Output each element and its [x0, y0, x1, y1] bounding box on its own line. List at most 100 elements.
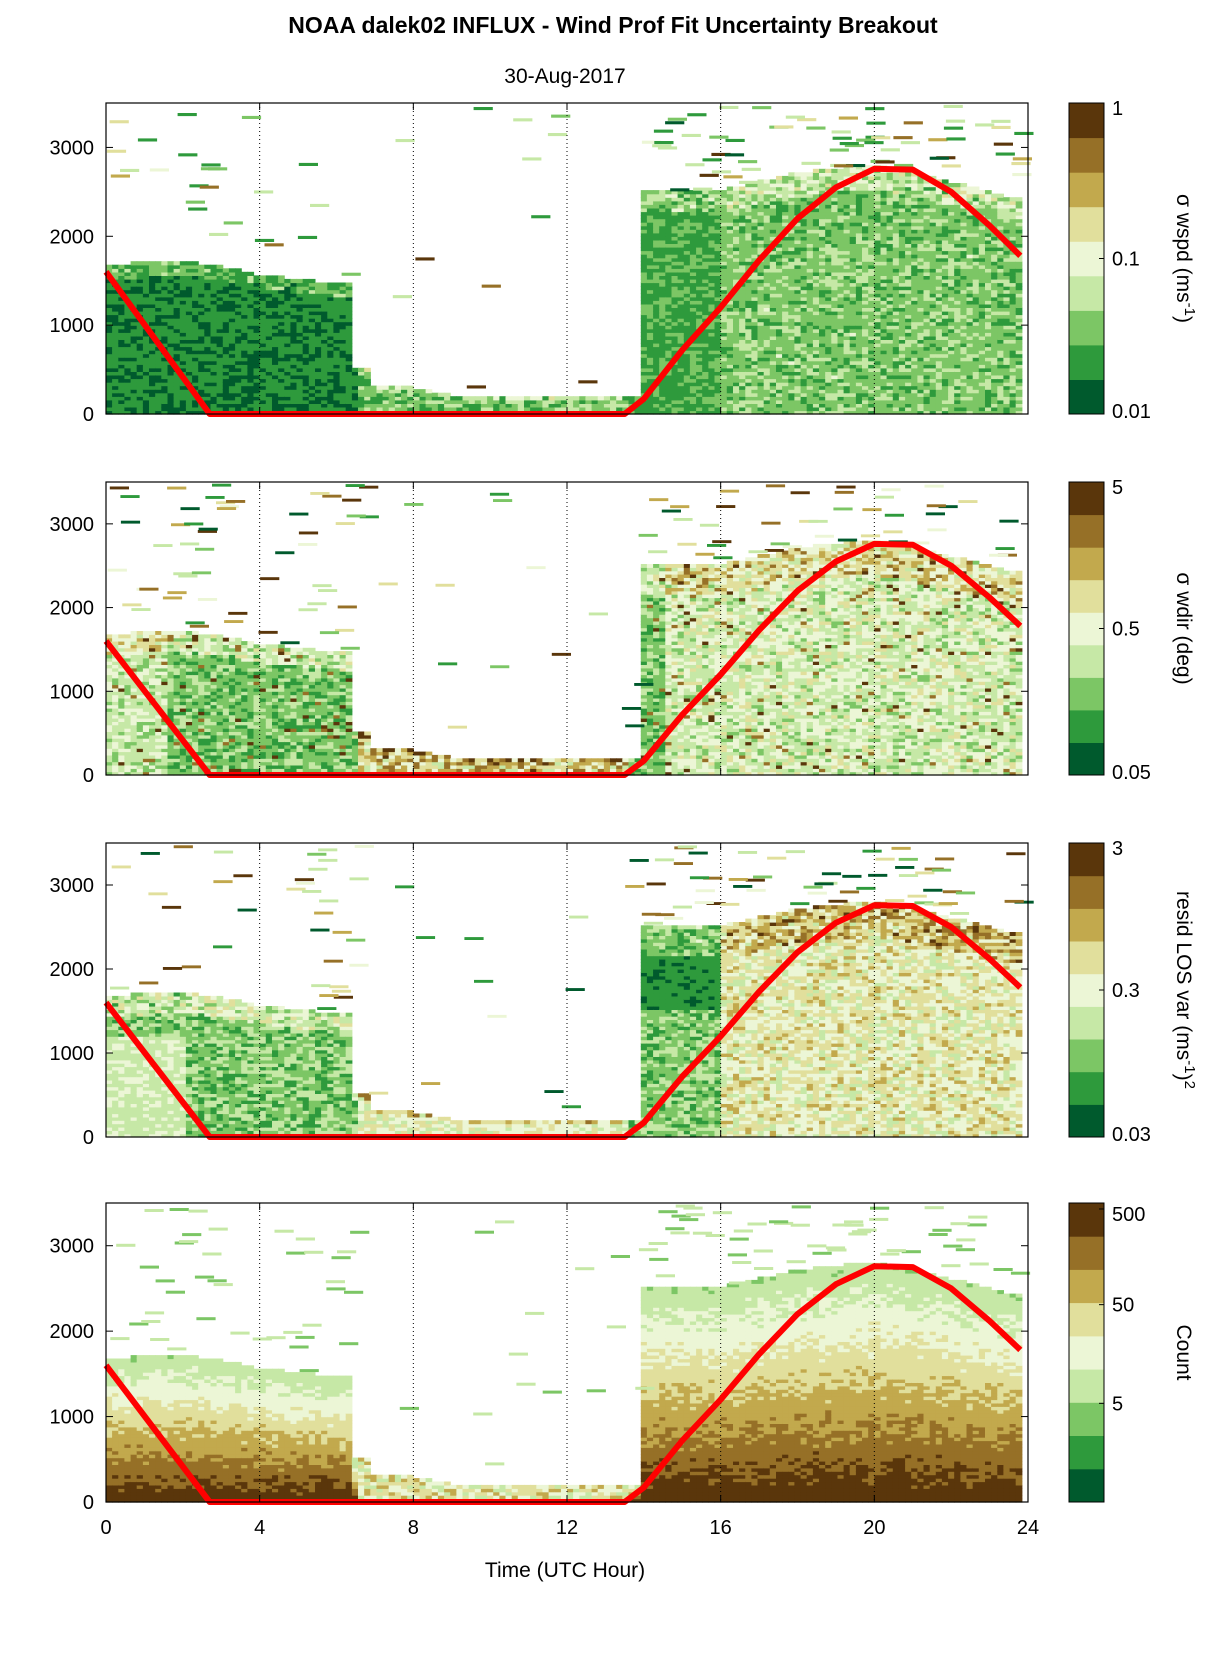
- heatmap-cell: [911, 243, 918, 248]
- heatmap-cell: [388, 403, 396, 408]
- heatmap-cell: [874, 179, 881, 184]
- heatmap-cell: [745, 310, 752, 316]
- heatmap-cell: [868, 261, 875, 266]
- heatmap-cell: [136, 261, 144, 266]
- heatmap-cell: [837, 350, 845, 355]
- heatmap-cell: [179, 364, 187, 369]
- heatmap-cell: [825, 353, 832, 358]
- heatmap-cell: [118, 392, 125, 397]
- heatmap-cell: [315, 367, 322, 372]
- heatmap-cell: [782, 275, 789, 280]
- heatmap-cell: [683, 250, 691, 255]
- heatmap-cell: [265, 328, 273, 333]
- heatmap-cell: [886, 211, 894, 216]
- heatmap-cell: [308, 392, 316, 397]
- heatmap-cell: [683, 367, 691, 372]
- heatmap-cell: [321, 353, 328, 358]
- heatmap-cell: [161, 406, 168, 412]
- heatmap-cell: [136, 342, 144, 348]
- heatmap-cell: [259, 300, 267, 305]
- heatmap-cell: [278, 335, 285, 340]
- heatmap-cell: [216, 296, 224, 301]
- heatmap-cell: [302, 282, 310, 287]
- heatmap-cell: [222, 296, 230, 301]
- heatmap-cell: [911, 282, 918, 287]
- heatmap-cell: [284, 374, 291, 380]
- heatmap-cell: [106, 310, 113, 316]
- heatmap-cell: [831, 278, 838, 284]
- heatmap-cell: [659, 314, 666, 319]
- heatmap-cell: [653, 396, 660, 401]
- heatmap-cell: [812, 215, 820, 220]
- heatmap-cell: [646, 254, 654, 259]
- heatmap-cell: [819, 360, 826, 365]
- heatmap-cell: [130, 385, 138, 390]
- heatmap-cell: [216, 346, 224, 351]
- heatmap-cell: [167, 268, 175, 273]
- heatmap-cell: [659, 321, 666, 326]
- heatmap-cell: [290, 403, 298, 408]
- heatmap-cell: [149, 310, 156, 316]
- heatmap-cell: [812, 250, 820, 255]
- heatmap-cell: [739, 314, 746, 319]
- heatmap-cell: [849, 204, 857, 209]
- heatmap-cell: [689, 264, 697, 269]
- heatmap-cell: [905, 371, 912, 376]
- heatmap-cell: [136, 353, 144, 358]
- heatmap-cell: [155, 332, 162, 337]
- heatmap-cell: [192, 310, 199, 316]
- heatmap-cell: [278, 307, 285, 312]
- heatmap-cell: [739, 186, 746, 191]
- heatmap-cell: [616, 399, 623, 404]
- heatmap-cell: [173, 271, 181, 276]
- heatmap-cell: [782, 346, 789, 351]
- heatmap-cell: [167, 332, 175, 337]
- heatmap-cell: [886, 239, 894, 244]
- heatmap-cell: [677, 254, 685, 259]
- heatmap-cell: [769, 378, 777, 383]
- heatmap-cell: [892, 392, 900, 397]
- heatmap-cell: [733, 268, 740, 273]
- heatmap-cell: [776, 207, 783, 213]
- heatmap-cell: [806, 172, 814, 177]
- heatmap-cell: [874, 399, 881, 404]
- heatmap-cell: [763, 410, 771, 415]
- heatmap-cell: [874, 232, 881, 237]
- heatmap-cell: [874, 268, 881, 273]
- heatmap-cell: [302, 353, 310, 358]
- heatmap-cell: [726, 403, 734, 408]
- heatmap-cell: [911, 353, 918, 358]
- heatmap-cell: [714, 296, 722, 301]
- heatmap-cell: [763, 357, 771, 362]
- heatmap-cell: [517, 396, 525, 401]
- heatmap-cell: [327, 406, 334, 412]
- heatmap-cell: [474, 403, 482, 408]
- heatmap-cell: [124, 382, 132, 387]
- heatmap-cell: [185, 378, 193, 383]
- heatmap-cell: [720, 257, 728, 262]
- heatmap-cell: [333, 360, 341, 365]
- heatmap-cell: [862, 243, 869, 248]
- heatmap-cell: [782, 211, 789, 216]
- heatmap-cell: [653, 261, 660, 266]
- heatmap-cell: [640, 378, 648, 383]
- heatmap-cell: [204, 360, 211, 365]
- heatmap-cell: [794, 353, 802, 358]
- heatmap-cell: [696, 190, 703, 195]
- heatmap-cell: [880, 385, 888, 390]
- heatmap-cell: [130, 360, 138, 365]
- heatmap-cell: [671, 246, 679, 252]
- heatmap-cell: [905, 310, 912, 316]
- heatmap-cell: [345, 371, 353, 376]
- heatmap-cell: [315, 328, 322, 333]
- heatmap-cell: [124, 321, 132, 326]
- heatmap-cell: [769, 275, 777, 280]
- heatmap-cell: [757, 268, 765, 273]
- heatmap-cell: [812, 197, 820, 202]
- heatmap-cell: [898, 350, 906, 355]
- heatmap-cell: [898, 296, 906, 301]
- heatmap-cell: [253, 357, 261, 362]
- heatmap-cell: [745, 346, 752, 351]
- heatmap-cell: [880, 346, 888, 351]
- heatmap-cell: [776, 307, 783, 312]
